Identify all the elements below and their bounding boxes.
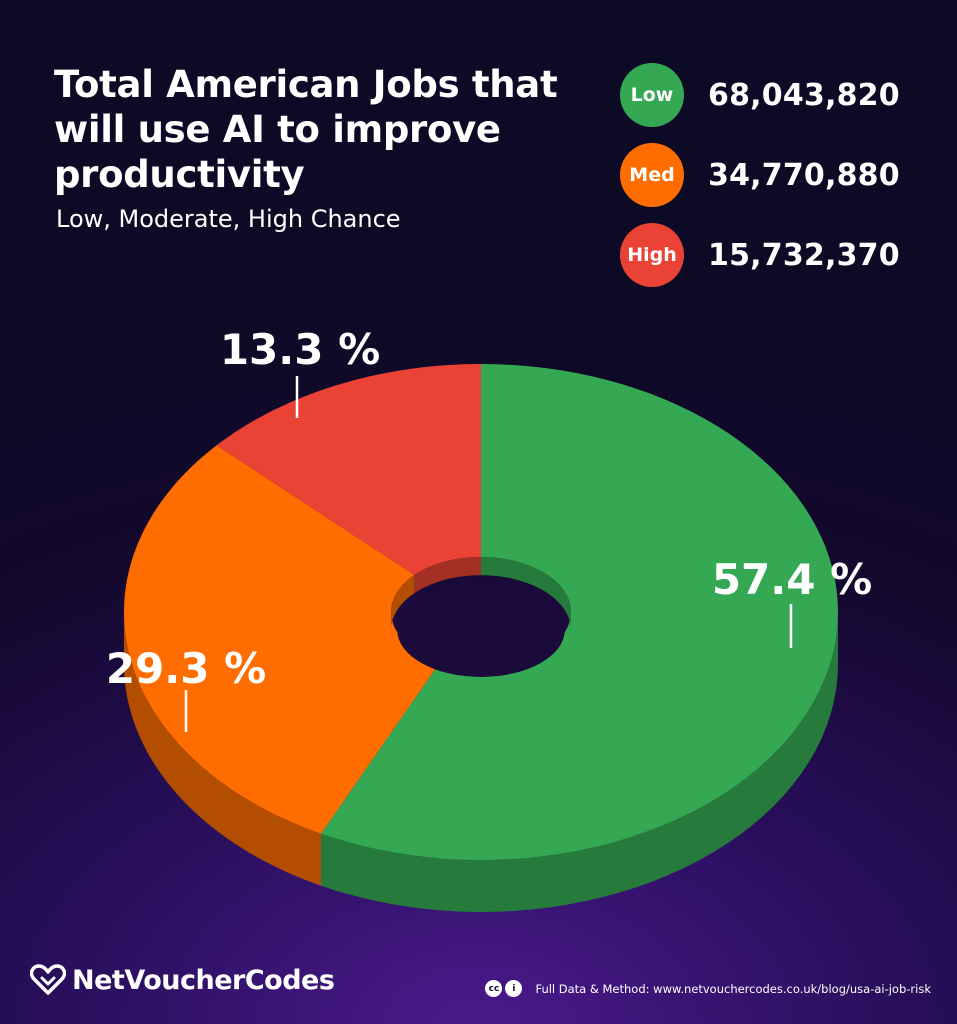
percent-label-high: 13.3 %: [220, 325, 380, 374]
legend-item-low: Low 68,043,820: [620, 63, 900, 127]
legend-item-med: Med 34,770,880: [620, 143, 900, 207]
hole-wall-med-1: [391, 575, 415, 631]
legend-badge-high: High: [620, 223, 684, 287]
slice-high: [216, 364, 481, 575]
source-text[interactable]: Full Data & Method: www.netvouchercodes.…: [535, 981, 931, 996]
creative-commons-icon: cc: [485, 980, 503, 997]
legend-value-high: 15,732,370: [708, 237, 900, 273]
percent-label-med: 29.3 %: [106, 644, 266, 693]
legend: Low 68,043,820 Med 34,770,880 High 15,73…: [620, 63, 900, 303]
source-credit: cc i Full Data & Method: www.netvoucherc…: [485, 980, 931, 997]
heart-tag-icon: [30, 964, 66, 995]
brand-logo[interactable]: NetVoucherCodes: [30, 964, 335, 996]
hole-wall-high-1: [414, 557, 481, 594]
brand-name: NetVoucherCodes: [72, 964, 335, 996]
slice-med: [124, 445, 441, 834]
legend-badge-med: Med: [620, 143, 684, 207]
hole-wall-low-0: [481, 557, 571, 631]
slice-side-med: [124, 612, 321, 886]
legend-value-med: 34,770,880: [708, 157, 900, 193]
legend-item-high: High 15,732,370: [620, 223, 900, 287]
percent-label-low: 57.4 %: [712, 555, 872, 604]
legend-badge-low: Low: [620, 63, 684, 127]
attribution-icon: i: [505, 980, 523, 997]
chart-subtitle: Low, Moderate, High Chance: [56, 205, 401, 233]
donut-hole: [397, 583, 565, 677]
license-icons: cc i: [485, 980, 525, 997]
chart-title: Total American Jobs that will use AI to …: [54, 63, 558, 196]
slice-low: [321, 364, 838, 860]
slice-side-low: [321, 612, 838, 912]
legend-value-low: 68,043,820: [708, 77, 900, 113]
